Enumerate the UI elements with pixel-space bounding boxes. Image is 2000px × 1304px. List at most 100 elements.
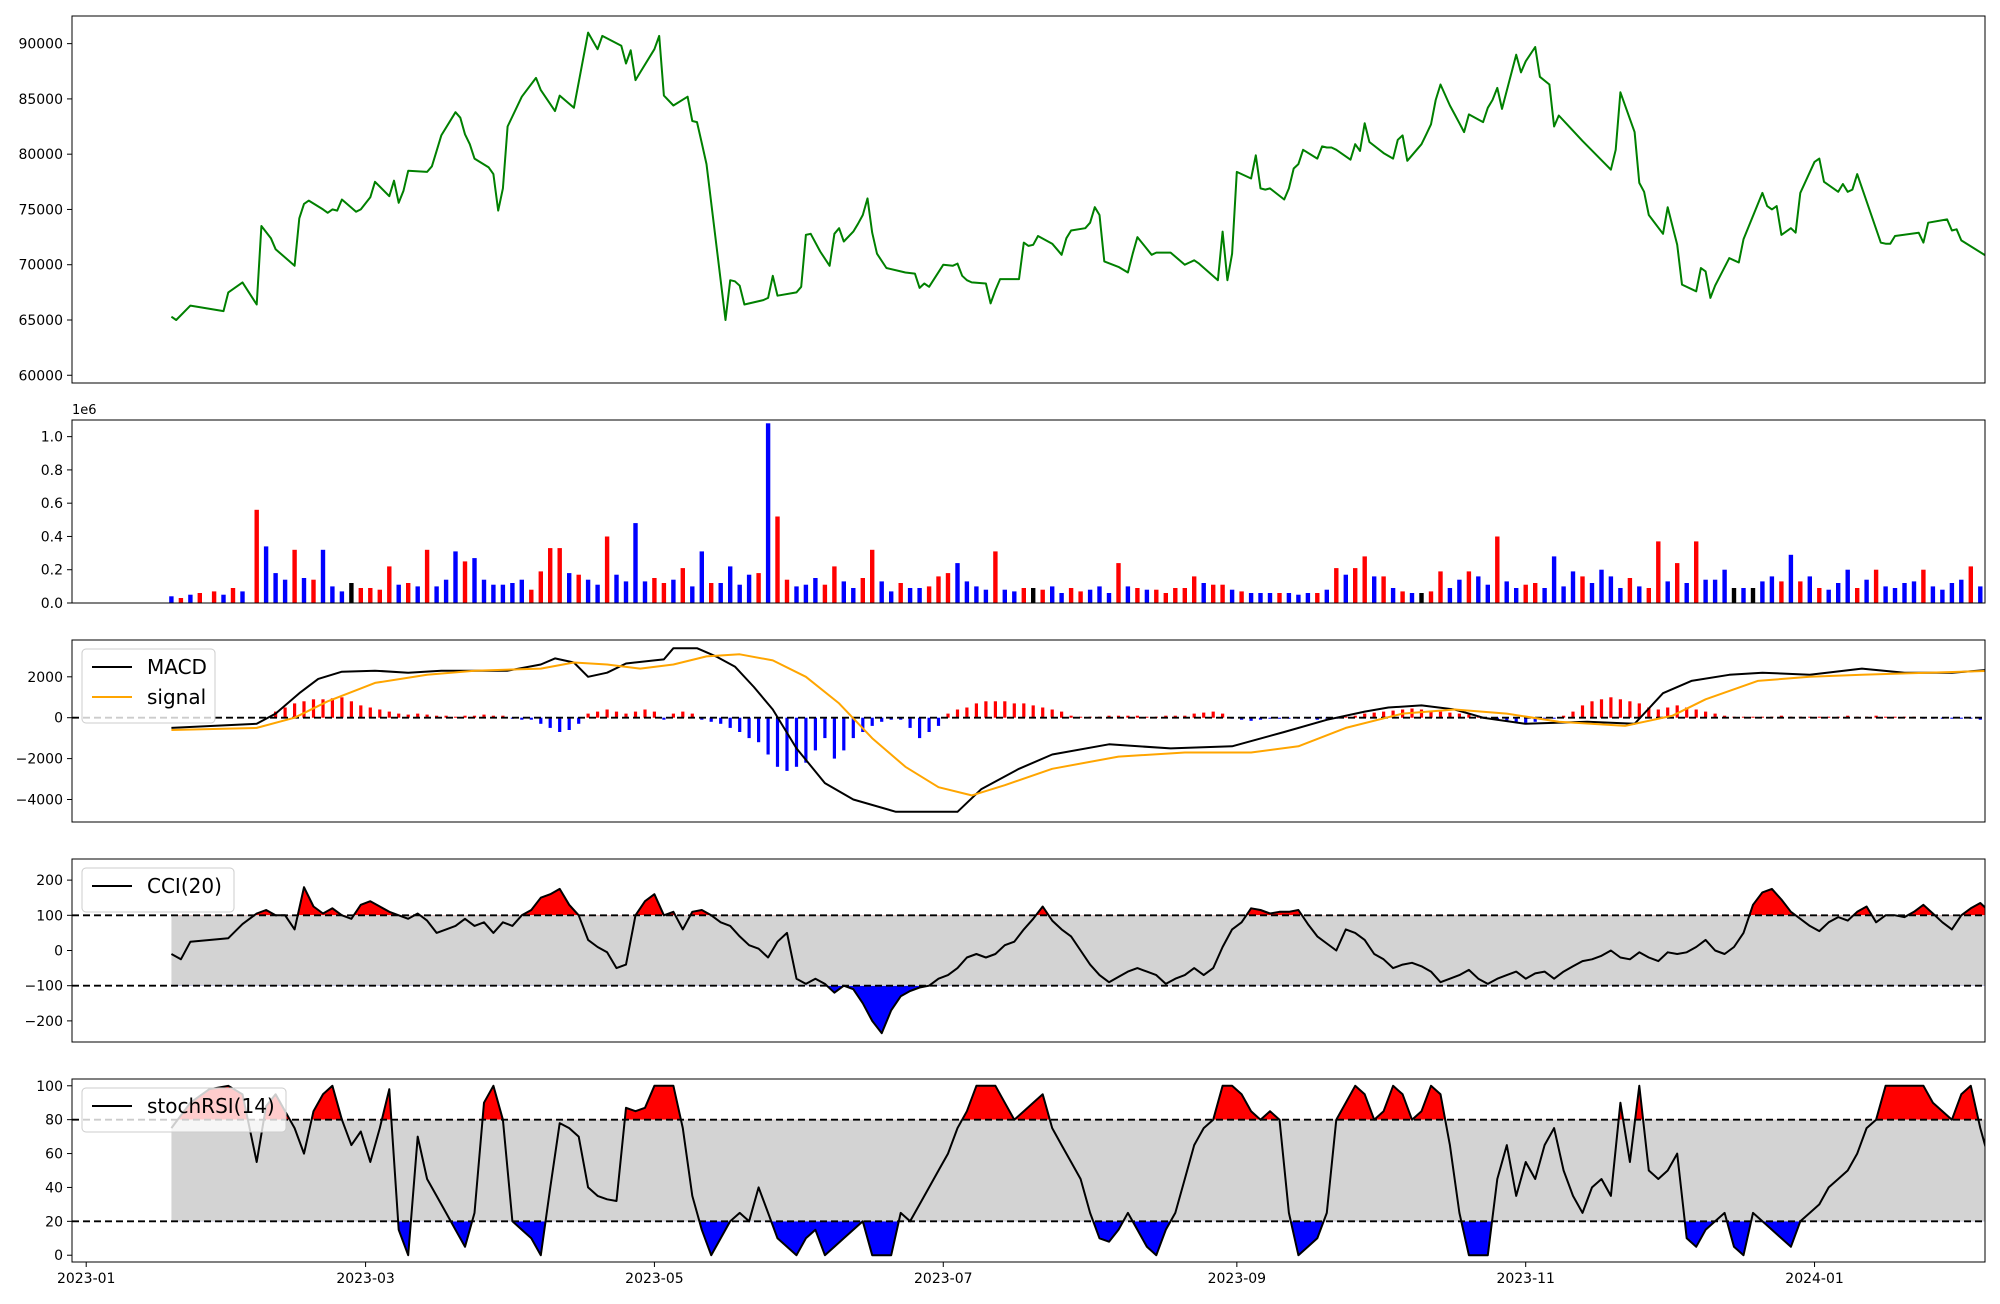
volume-bar xyxy=(1078,591,1083,603)
volume-bar xyxy=(1637,586,1642,603)
volume-bar xyxy=(358,588,363,603)
volume-bar xyxy=(282,579,288,603)
volume-bar xyxy=(1201,583,1206,603)
macd-histogram-bar xyxy=(1116,715,1121,718)
volume-bar xyxy=(813,578,818,603)
macd-histogram-bar xyxy=(1580,705,1585,718)
macd-histogram-bar xyxy=(558,717,562,732)
macd-histogram-bar xyxy=(1391,710,1395,718)
y-tick-label: 80 xyxy=(45,1113,63,1129)
volume-bar xyxy=(292,549,297,603)
y-tick-label: 90000 xyxy=(18,37,63,53)
y-tick-label: 60000 xyxy=(18,368,63,384)
volume-bar xyxy=(803,584,809,603)
axes-frame xyxy=(71,1078,1986,1263)
macd-histogram-bar xyxy=(1258,717,1263,720)
volume-bar xyxy=(1296,594,1301,603)
volume-bar xyxy=(1514,588,1519,603)
macd-histogram-bar xyxy=(794,717,799,767)
volume-bar xyxy=(1684,583,1689,603)
volume-bar xyxy=(1675,563,1680,603)
volume-bar xyxy=(1978,586,1983,603)
macd-histogram-bar xyxy=(1590,701,1594,718)
x-tick-label: 2023-07 xyxy=(914,1271,973,1287)
macd-histogram-bar xyxy=(1050,709,1054,718)
volume-bar xyxy=(1229,589,1235,603)
neutral-band xyxy=(171,915,1985,986)
macd-histogram-bar xyxy=(757,717,761,743)
macd-histogram-bar xyxy=(1959,717,1963,719)
volume-bar xyxy=(1372,576,1377,603)
volume-bar xyxy=(746,574,752,603)
volume-bar xyxy=(443,579,449,603)
volume-bar xyxy=(1911,581,1917,603)
x-tick-label: 2023-03 xyxy=(336,1271,395,1287)
y-tick-label: −200 xyxy=(25,1014,63,1030)
macd-histogram-bar xyxy=(652,711,656,718)
volume-bar xyxy=(1523,584,1528,603)
y-tick-label: −100 xyxy=(25,979,63,995)
macd-histogram-bar xyxy=(936,717,941,726)
volume-bar xyxy=(188,594,193,603)
volume-bar xyxy=(1419,593,1424,603)
volume-bar xyxy=(1712,579,1718,603)
macd-histogram-bar xyxy=(1571,711,1575,718)
volume-bar xyxy=(1097,586,1102,603)
overbought-fill xyxy=(177,1085,1979,1120)
volume-bar xyxy=(230,588,236,603)
volume-bar xyxy=(1248,593,1254,603)
volume-bar xyxy=(1589,583,1595,603)
volume-bar xyxy=(1457,579,1462,603)
volume-bar xyxy=(377,589,382,603)
volume-bar xyxy=(1788,554,1794,603)
macd-histogram-bar xyxy=(842,717,846,751)
volume-bar xyxy=(926,586,932,603)
volume-bar xyxy=(434,586,439,603)
volume-bar xyxy=(415,586,420,603)
volume-bar xyxy=(1570,571,1576,603)
volume-bar xyxy=(993,551,998,603)
volume-bar xyxy=(1362,556,1367,603)
volume-bar xyxy=(1154,589,1159,603)
volume-bar xyxy=(1968,566,1973,603)
macd-histogram-bar xyxy=(577,717,581,724)
macd-histogram-bar xyxy=(548,717,552,728)
volume-bar xyxy=(424,549,430,603)
macd-histogram-bar xyxy=(491,715,495,718)
y-tick-label: 60 xyxy=(45,1147,63,1163)
x-tick-label: 2023-09 xyxy=(1208,1271,1267,1287)
volume-bar xyxy=(349,583,354,603)
macd-histogram-bar xyxy=(880,717,884,722)
volume-bar xyxy=(1447,588,1453,603)
macd-histogram-bar xyxy=(870,717,874,726)
y-tick-label: 80000 xyxy=(18,147,63,163)
macd-histogram-bar xyxy=(813,717,817,751)
macd-histogram-bar xyxy=(1249,717,1253,721)
y-tick-label: 75000 xyxy=(18,202,63,218)
macd-histogram-bar xyxy=(1647,707,1651,718)
volume-bar xyxy=(1031,588,1036,603)
volume-bar xyxy=(1561,586,1566,603)
volume-bar xyxy=(1940,589,1945,603)
signal-line xyxy=(171,653,1985,797)
volume-bar xyxy=(301,578,307,603)
macd-histogram-bar xyxy=(1438,711,1443,718)
macd-histogram-bar xyxy=(1353,715,1357,718)
macd-histogram-bar xyxy=(974,703,978,718)
macd-histogram-bar xyxy=(1779,715,1783,718)
volume-bar xyxy=(889,591,894,603)
macd-histogram-bar xyxy=(1003,701,1007,718)
indicator-line xyxy=(170,886,1985,1035)
volume-bar xyxy=(822,584,828,603)
macd-histogram-bar xyxy=(633,711,638,718)
volume-bar xyxy=(1798,581,1803,603)
volume-bar xyxy=(211,591,217,603)
axes-frame xyxy=(71,15,1986,384)
volume-bar xyxy=(1883,586,1888,603)
volume-bar xyxy=(221,594,226,603)
volume-bar xyxy=(1599,569,1604,603)
volume-bar xyxy=(1106,593,1112,603)
macd-histogram-bar xyxy=(1675,705,1679,718)
volume-bar xyxy=(680,568,685,603)
macd-histogram-bar xyxy=(435,715,439,718)
